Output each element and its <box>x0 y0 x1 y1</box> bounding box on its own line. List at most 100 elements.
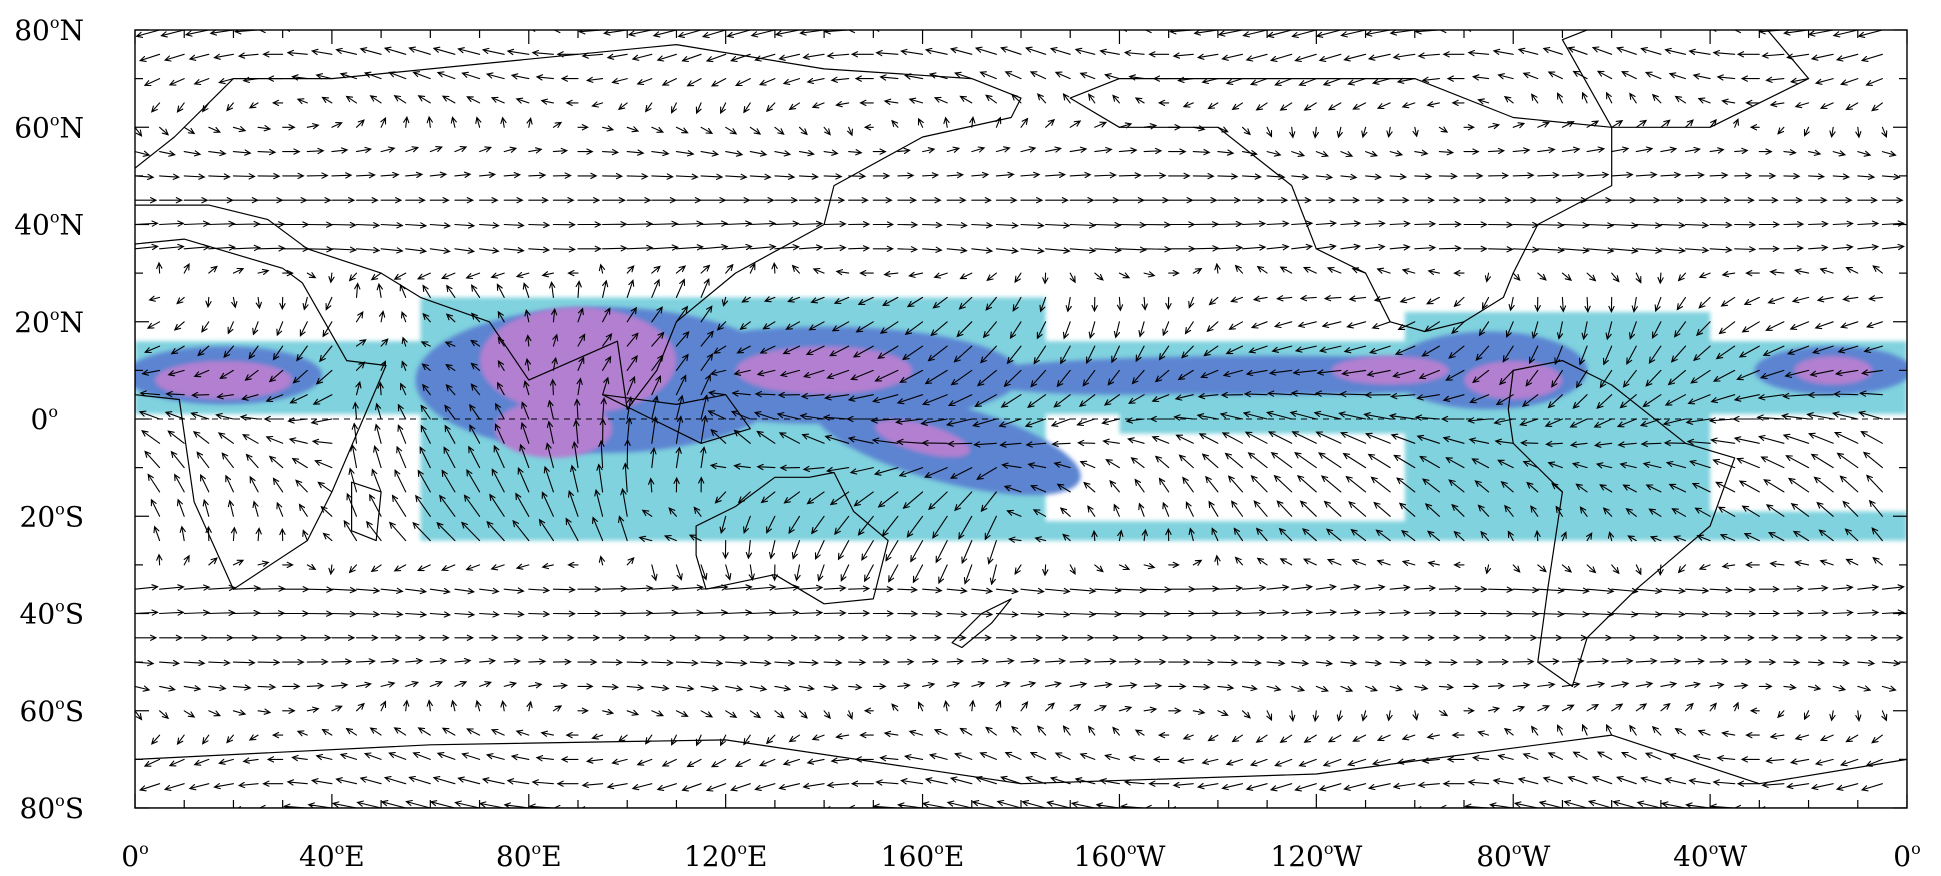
wind-vector <box>1053 394 1071 408</box>
wind-vector <box>1743 533 1760 542</box>
wind-vector <box>1192 148 1211 156</box>
wind-vector <box>1469 394 1490 404</box>
wind-vector <box>1192 683 1211 691</box>
wind-vector <box>1512 586 1540 594</box>
wind-vector <box>450 699 457 712</box>
wind-vector <box>1660 119 1671 128</box>
wind-vector <box>1318 345 1342 353</box>
wind-vector <box>1020 587 1045 595</box>
wind-vector <box>1000 394 1022 408</box>
wind-vector <box>1463 586 1488 593</box>
wind-vector <box>954 752 973 760</box>
wind-vector <box>651 306 663 323</box>
wind-vector <box>1198 433 1219 444</box>
wind-vector <box>831 321 850 332</box>
shade-region <box>479 307 677 415</box>
wind-vector <box>176 102 185 113</box>
wind-vector <box>1478 321 1490 337</box>
wind-vector <box>1769 560 1785 568</box>
wind-vector <box>726 30 751 38</box>
wind-vector <box>840 564 850 582</box>
wind-vector <box>1177 757 1194 764</box>
wind-vector <box>183 634 209 641</box>
wind-vector <box>1390 392 1416 400</box>
wind-vector <box>651 354 664 371</box>
wind-vector <box>183 244 211 251</box>
wind-vector <box>1640 440 1662 448</box>
degree-symbol: o <box>50 13 60 32</box>
wind-vector <box>823 244 847 252</box>
wind-vector <box>1320 475 1342 493</box>
wind-vector <box>242 757 259 764</box>
wind-vector <box>135 659 155 667</box>
wind-vector <box>1517 47 1539 55</box>
wind-vector <box>339 753 358 760</box>
wind-vector <box>1143 123 1158 130</box>
wind-vector <box>1648 508 1662 517</box>
wind-vector <box>1808 149 1822 156</box>
wind-vector <box>673 476 680 493</box>
wind-vector <box>959 95 973 104</box>
wind-vector <box>1172 52 1194 59</box>
wind-vector <box>1442 436 1465 444</box>
wind-vector <box>859 269 874 277</box>
wind-vector <box>1622 369 1637 388</box>
wind-vector <box>369 493 382 517</box>
wind-vector <box>710 78 727 87</box>
wind-vector <box>552 172 572 179</box>
wind-vector <box>486 520 505 542</box>
wind-vector <box>1006 345 1022 365</box>
wind-vector <box>1315 634 1336 641</box>
wind-vector <box>1192 197 1218 204</box>
lon-label-number: 0 <box>121 840 139 873</box>
wind-vector <box>922 221 943 229</box>
wind-vector <box>656 783 677 791</box>
wind-vector <box>159 609 185 616</box>
wind-vector <box>1092 30 1096 31</box>
wind-vector <box>1629 92 1637 104</box>
wind-vector <box>416 564 431 572</box>
wind-vector <box>188 53 210 61</box>
wind-vector <box>946 146 961 153</box>
wind-vector <box>1043 30 1047 31</box>
wind-vector <box>432 776 456 785</box>
wind-vector <box>1045 118 1056 128</box>
wind-vector <box>1606 723 1613 736</box>
wind-vector <box>565 731 579 739</box>
wind-vector <box>1557 92 1563 104</box>
wind-vector <box>1371 321 1391 330</box>
wind-vector <box>1239 807 1244 808</box>
wind-vector <box>872 148 887 155</box>
wind-vector <box>232 197 259 204</box>
wind-vector <box>1816 296 1834 303</box>
wind-vector <box>1365 432 1391 444</box>
wind-vector <box>454 680 468 687</box>
wind-vector <box>135 563 136 566</box>
wind-vector <box>1135 345 1145 363</box>
wind-vector <box>1551 369 1563 388</box>
lon-label-number: 120 <box>1270 840 1323 873</box>
wind-vector <box>454 222 476 229</box>
wind-vector <box>266 75 284 82</box>
wind-vector <box>1207 734 1219 742</box>
wind-vector <box>1677 564 1687 574</box>
shade-region <box>1021 521 1415 541</box>
wind-vector <box>232 559 245 566</box>
wind-vector <box>1371 758 1391 766</box>
wind-vector <box>1118 586 1148 594</box>
wind-vector <box>879 321 899 334</box>
wind-vector <box>1351 558 1367 566</box>
wind-vector <box>1045 634 1069 641</box>
wind-vector <box>1188 527 1195 542</box>
wind-vector <box>1512 634 1538 641</box>
wind-vector <box>788 734 801 743</box>
wind-vector <box>1154 455 1170 469</box>
wind-vector <box>201 734 210 745</box>
wind-vector <box>651 584 679 592</box>
wind-vector <box>1003 369 1022 388</box>
wind-vector <box>1426 101 1440 108</box>
wind-vector <box>1217 609 1243 617</box>
wind-vector <box>1709 118 1717 128</box>
wind-vector <box>1398 502 1416 517</box>
wind-vector <box>1734 147 1749 155</box>
